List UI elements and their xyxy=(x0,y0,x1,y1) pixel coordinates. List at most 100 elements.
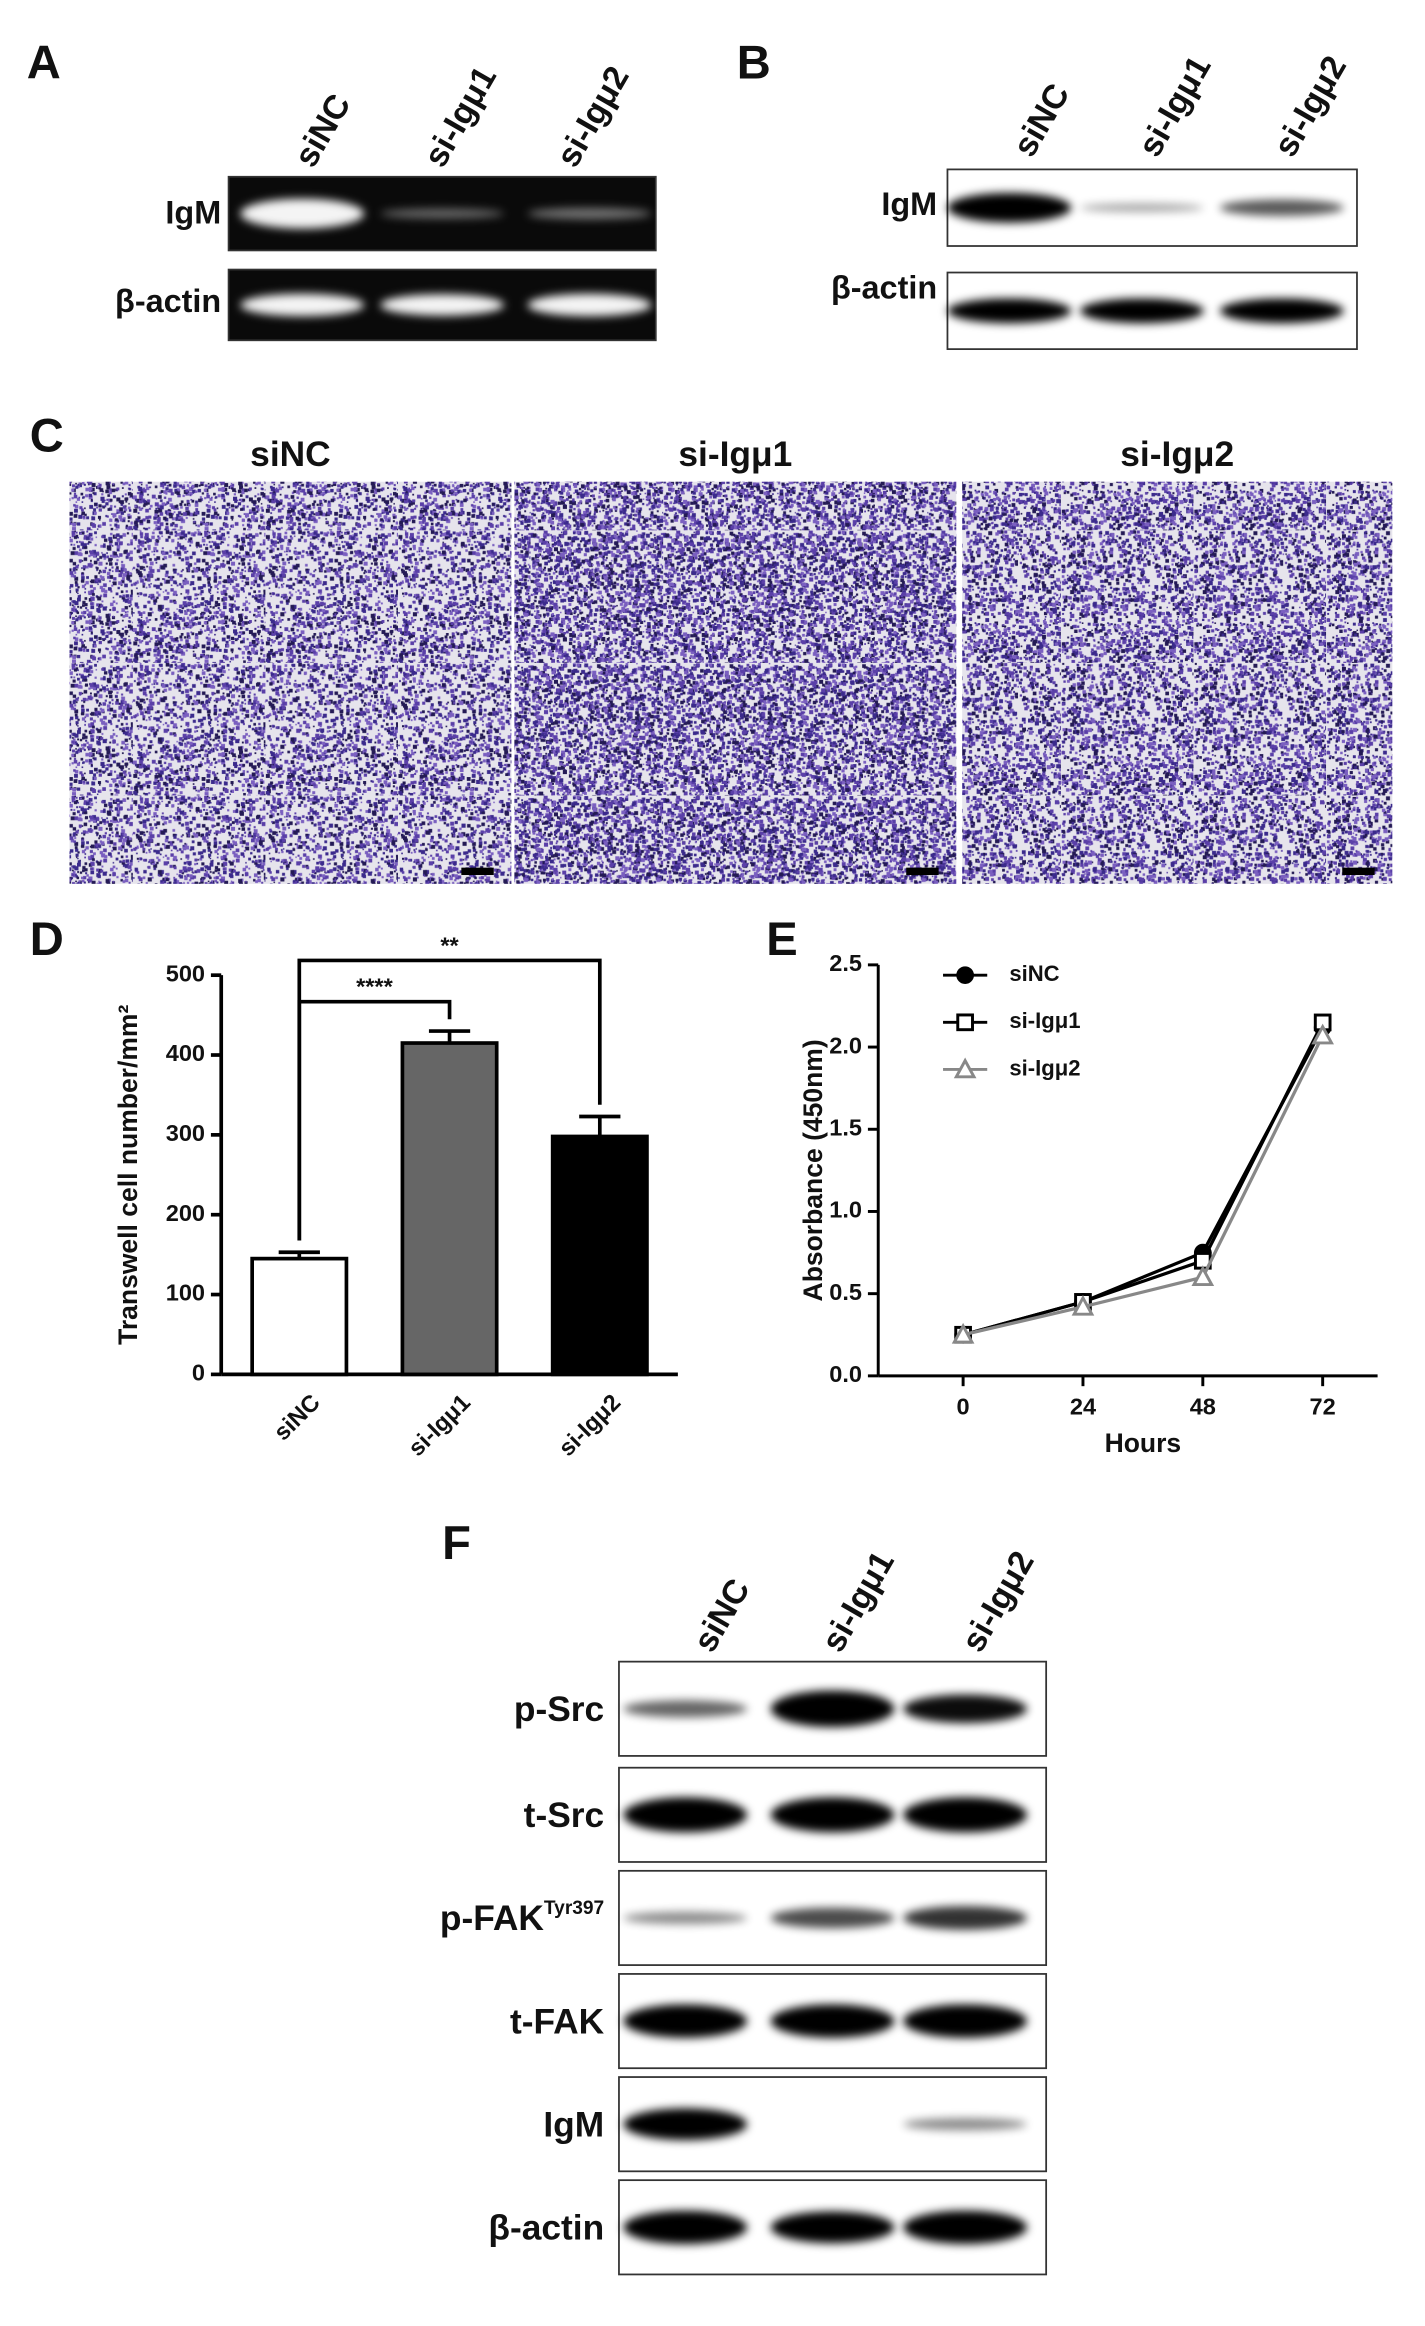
band xyxy=(770,2211,895,2244)
x-tick-label: siNC xyxy=(269,1389,325,1445)
legend-marker xyxy=(956,1013,974,1032)
band xyxy=(240,198,365,229)
bar xyxy=(250,1256,349,1377)
band xyxy=(1080,203,1204,212)
panel-letter: D xyxy=(30,912,64,965)
band xyxy=(903,2210,1028,2245)
legend-marker xyxy=(953,1057,977,1079)
y-tick-label: 300 xyxy=(166,1120,205,1146)
y-axis-title: Transwell cell number/mm² xyxy=(113,1005,143,1345)
band xyxy=(1080,298,1204,324)
significance-label: ** xyxy=(440,932,459,958)
row-label: β-actin xyxy=(488,2209,604,2248)
micrograph xyxy=(962,481,1393,884)
lane-label: siNC xyxy=(287,88,359,174)
x-tick-label: 24 xyxy=(1070,1393,1096,1419)
row-label: β-actin xyxy=(831,270,937,306)
lane-label: si-Igμ1 xyxy=(814,1545,902,1659)
row-label-sup: Tyr397 xyxy=(544,1898,604,1919)
x-tick-label: 48 xyxy=(1190,1393,1216,1419)
row-label: β-actin xyxy=(115,283,221,319)
panel-title: siNC xyxy=(250,435,331,474)
panel-title: si-Igμ1 xyxy=(678,435,792,474)
row-label: IgM xyxy=(165,195,221,231)
row-label: t-Src xyxy=(524,1796,605,1835)
y-tick-label: 0.5 xyxy=(829,1279,862,1305)
micrograph xyxy=(514,481,957,884)
y-tick-label: 100 xyxy=(166,1280,205,1306)
y-tick-label: 2.5 xyxy=(829,950,862,976)
panel-letter: A xyxy=(27,36,61,89)
significance-bracket xyxy=(297,958,602,1241)
point xyxy=(1311,1023,1334,1045)
lane-label: siNC xyxy=(1006,77,1078,163)
y-tick-label: 0.0 xyxy=(829,1361,862,1387)
band xyxy=(903,1906,1028,1930)
band xyxy=(1219,298,1344,324)
band xyxy=(1219,199,1344,216)
scale-bar xyxy=(906,867,939,876)
band xyxy=(770,1797,895,1833)
y-tick-label: 2.0 xyxy=(829,1032,862,1058)
legend-label: si-Igμ1 xyxy=(1009,1008,1080,1033)
panel-letter: E xyxy=(766,912,797,965)
y-axis-title: Absorbance (450nm) xyxy=(798,1039,828,1301)
lane-label: si-Igμ2 xyxy=(954,1545,1042,1659)
lane-label: si-Igμ1 xyxy=(417,60,505,174)
scale-bar xyxy=(1342,867,1375,876)
significance-label: **** xyxy=(356,974,393,1000)
lane-label: si-Igμ2 xyxy=(549,60,637,174)
x-axis-title: Hours xyxy=(1105,1428,1182,1458)
lane-label: siNC xyxy=(686,1572,758,1658)
lane-label: si-Igμ1 xyxy=(1131,50,1219,164)
band xyxy=(527,293,652,317)
band xyxy=(380,208,505,219)
x-tick-label: si-Igμ2 xyxy=(553,1389,625,1461)
band xyxy=(623,2004,748,2038)
band xyxy=(947,192,1072,223)
row-label: IgM xyxy=(881,186,937,222)
y-tick-label: 200 xyxy=(166,1200,205,1226)
legend-label: si-Igμ2 xyxy=(1009,1055,1080,1080)
band xyxy=(947,298,1072,324)
band xyxy=(770,2004,895,2038)
panel-letter: C xyxy=(30,408,64,461)
row-label: p-FAK xyxy=(440,1899,545,1938)
row-label: p-Src xyxy=(514,1690,604,1729)
band xyxy=(903,1694,1028,1724)
y-tick-label: 1.5 xyxy=(829,1114,862,1140)
band xyxy=(623,2210,748,2245)
legend-label: siNC xyxy=(1009,961,1059,986)
panel-letter: B xyxy=(737,36,771,89)
x-tick-label: 72 xyxy=(1310,1393,1336,1419)
band xyxy=(623,1797,748,1833)
band xyxy=(903,2118,1028,2131)
y-tick-label: 0 xyxy=(192,1360,205,1386)
row-label: IgM xyxy=(543,2105,604,2144)
scale-bar xyxy=(461,867,494,876)
series-line xyxy=(962,1021,1325,1337)
y-tick-label: 500 xyxy=(166,960,205,986)
bar xyxy=(550,1134,649,1377)
band xyxy=(623,2108,748,2141)
band xyxy=(527,207,652,220)
y-tick-label: 400 xyxy=(166,1040,205,1066)
band xyxy=(903,2004,1028,2038)
y-tick-label: 1.0 xyxy=(829,1197,862,1223)
series-line xyxy=(962,1034,1325,1337)
row-label: t-FAK xyxy=(510,2002,605,2041)
band xyxy=(903,1797,1028,1833)
lane-label: si-Igμ2 xyxy=(1267,50,1355,164)
panel-title: si-Igμ2 xyxy=(1120,435,1234,474)
band xyxy=(623,1700,748,1718)
legend-marker xyxy=(956,966,974,985)
micrograph xyxy=(69,481,512,884)
point xyxy=(951,1322,975,1344)
band xyxy=(240,293,365,317)
band xyxy=(770,1907,895,1929)
x-tick-label: si-Igμ1 xyxy=(403,1389,475,1461)
band xyxy=(380,294,505,316)
bar xyxy=(400,1041,499,1377)
point xyxy=(1191,1265,1215,1287)
